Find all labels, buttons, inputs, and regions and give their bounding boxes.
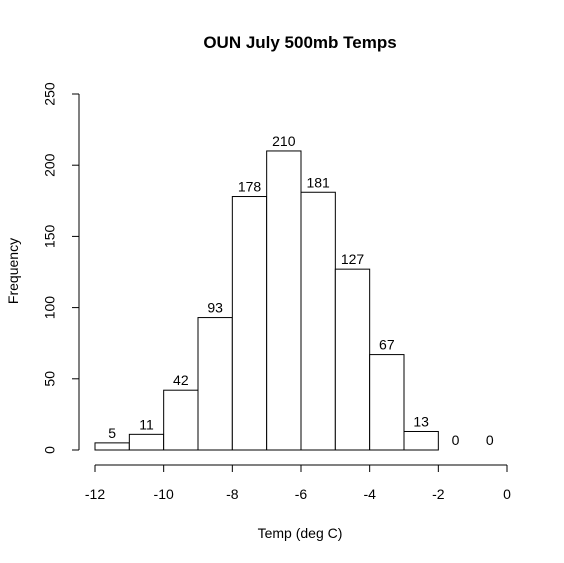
x-tick-label-1: -10 [154, 486, 174, 502]
x-tick-label-6: 0 [503, 486, 511, 502]
histogram-bar-0 [94, 442, 130, 451]
y-axis-label: Frequency [5, 238, 21, 304]
y-tick-label-4: 200 [42, 153, 58, 177]
x-tick-label-3: -6 [295, 486, 308, 502]
histogram-bars [94, 150, 439, 451]
y-tick-label-2: 100 [42, 296, 58, 320]
histogram-bar-7 [334, 268, 371, 451]
bar-value-label-11: 0 [486, 432, 494, 448]
bar-value-label-3: 93 [207, 300, 223, 316]
bar-value-label-8: 67 [379, 337, 395, 353]
histogram-bar-2 [163, 389, 199, 451]
bar-value-label-2: 42 [173, 372, 189, 388]
bar-value-label-1: 11 [139, 416, 154, 432]
bar-value-label-5: 210 [272, 133, 296, 149]
x-axis-label: Temp (deg C) [258, 525, 343, 541]
x-tick-label-2: -8 [226, 486, 239, 502]
x-tick-label-5: -2 [432, 486, 445, 502]
histogram-bar-1 [128, 433, 165, 451]
x-tick-label-4: -4 [363, 486, 376, 502]
y-tick-label-5: 250 [42, 82, 58, 106]
bar-value-label-9: 13 [413, 413, 429, 429]
chart-title: OUN July 500mb Temps [203, 33, 396, 52]
histogram-bar-4 [231, 196, 268, 451]
y-tick-label-1: 50 [42, 371, 58, 387]
y-tick-label-0: 0 [42, 446, 58, 454]
x-axis: -12 -10 -8 -6 -4 -2 0 [85, 464, 511, 502]
y-tick-label-3: 150 [42, 225, 58, 249]
bar-value-label-6: 181 [306, 174, 330, 190]
bar-value-label-4: 178 [238, 179, 262, 195]
histogram-bar-6 [300, 191, 336, 451]
histogram-bar-8 [369, 354, 405, 451]
histogram-bar-3 [197, 317, 233, 451]
histogram-bar-9 [403, 430, 439, 451]
x-tick-label-0: -12 [85, 486, 105, 502]
histogram-bar-5 [266, 150, 302, 451]
bar-value-labels: 5 11 42 93 178 210 181 127 67 13 0 0 [108, 133, 494, 448]
bar-value-label-7: 127 [341, 251, 365, 267]
bar-value-label-0: 5 [108, 425, 116, 441]
bar-value-label-10: 0 [452, 432, 460, 448]
y-axis: 0 50 100 150 200 250 [42, 82, 80, 454]
